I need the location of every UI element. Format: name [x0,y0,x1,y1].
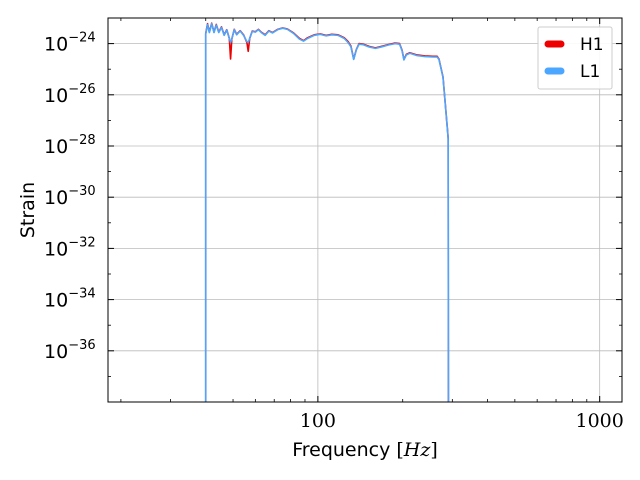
y-axis-label: Strain [17,182,39,238]
series-layer [204,22,450,403]
x-axis-label-text: Frequency [292,439,390,461]
axes-frame [107,17,623,403]
x-tick-label: 100 [300,410,336,432]
plot-area [107,17,623,403]
x-axis-unit-close: ] [430,439,437,461]
x-tick-label: 1000 [576,410,624,432]
y-tick-label: 10−30 [44,184,96,209]
series-line-l1 [204,22,450,403]
y-tick-label: 10−24 [44,31,96,56]
legend: H1 L1 [537,26,613,90]
x-axis-unit-open: [ [396,439,403,461]
y-tick-label: 10−36 [44,338,96,363]
legend-label-h1: H1 [580,35,604,55]
y-tick-label: 10−32 [44,235,96,260]
x-tick-labels: 100 1000 [300,410,624,432]
x-axis-label: Frequency [Hz] [292,439,438,461]
axes-background [108,18,622,402]
y-tick-labels: 10−24 10−26 10−28 10−30 10−32 10−34 10−36 [44,31,96,363]
y-tick-label: 10−28 [44,133,96,158]
legend-label-l1: L1 [580,62,600,82]
y-tick-label: 10−34 [44,287,96,312]
y-tick-label: 10−26 [44,82,96,107]
x-axis-unit: Hz [403,439,432,461]
grid-lines [108,18,622,402]
major-ticks [108,18,622,402]
